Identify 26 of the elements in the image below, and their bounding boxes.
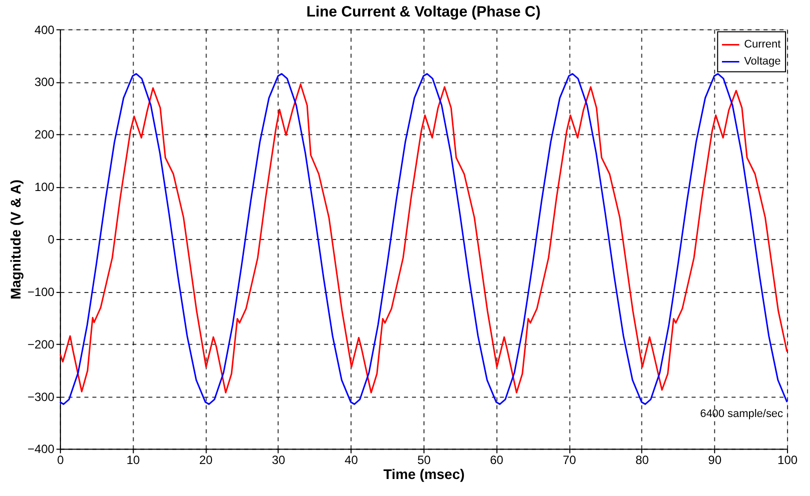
x-tick-label: 90: [708, 453, 722, 468]
x-axis-title: Time (msec): [383, 466, 465, 482]
legend-label: Current: [744, 38, 781, 51]
y-tick-label: −100: [27, 284, 55, 299]
legend-label: Voltage: [744, 56, 781, 68]
x-tick-label: 100: [778, 453, 798, 468]
y-tick-label: 100: [34, 180, 55, 194]
x-tick-label: 30: [272, 453, 286, 468]
x-tick-label: 40: [344, 453, 358, 468]
annotation: 6400 sample/sec: [700, 408, 784, 420]
x-tick-label: 70: [562, 453, 576, 468]
y-tick-label: −400: [27, 442, 55, 456]
x-tick-label: 20: [199, 453, 213, 468]
y-tick-label: 200: [34, 128, 55, 142]
y-tick-label: −200: [27, 337, 55, 352]
x-tick-label: 50: [417, 453, 431, 468]
y-tick-label: 400: [34, 22, 55, 37]
y-tick-label: −300: [27, 390, 55, 404]
x-tick-label: 80: [635, 453, 650, 468]
chart-title: Line Current & Voltage (Phase C): [306, 3, 541, 20]
x-tick-label: 60: [490, 453, 504, 468]
y-tick-label: 0: [48, 232, 55, 246]
y-tick-label: 300: [34, 75, 55, 90]
y-axis-title: Magnitude (V & A): [7, 180, 24, 300]
x-tick-label: 0: [57, 453, 64, 468]
x-tick-label: 10: [126, 453, 140, 468]
